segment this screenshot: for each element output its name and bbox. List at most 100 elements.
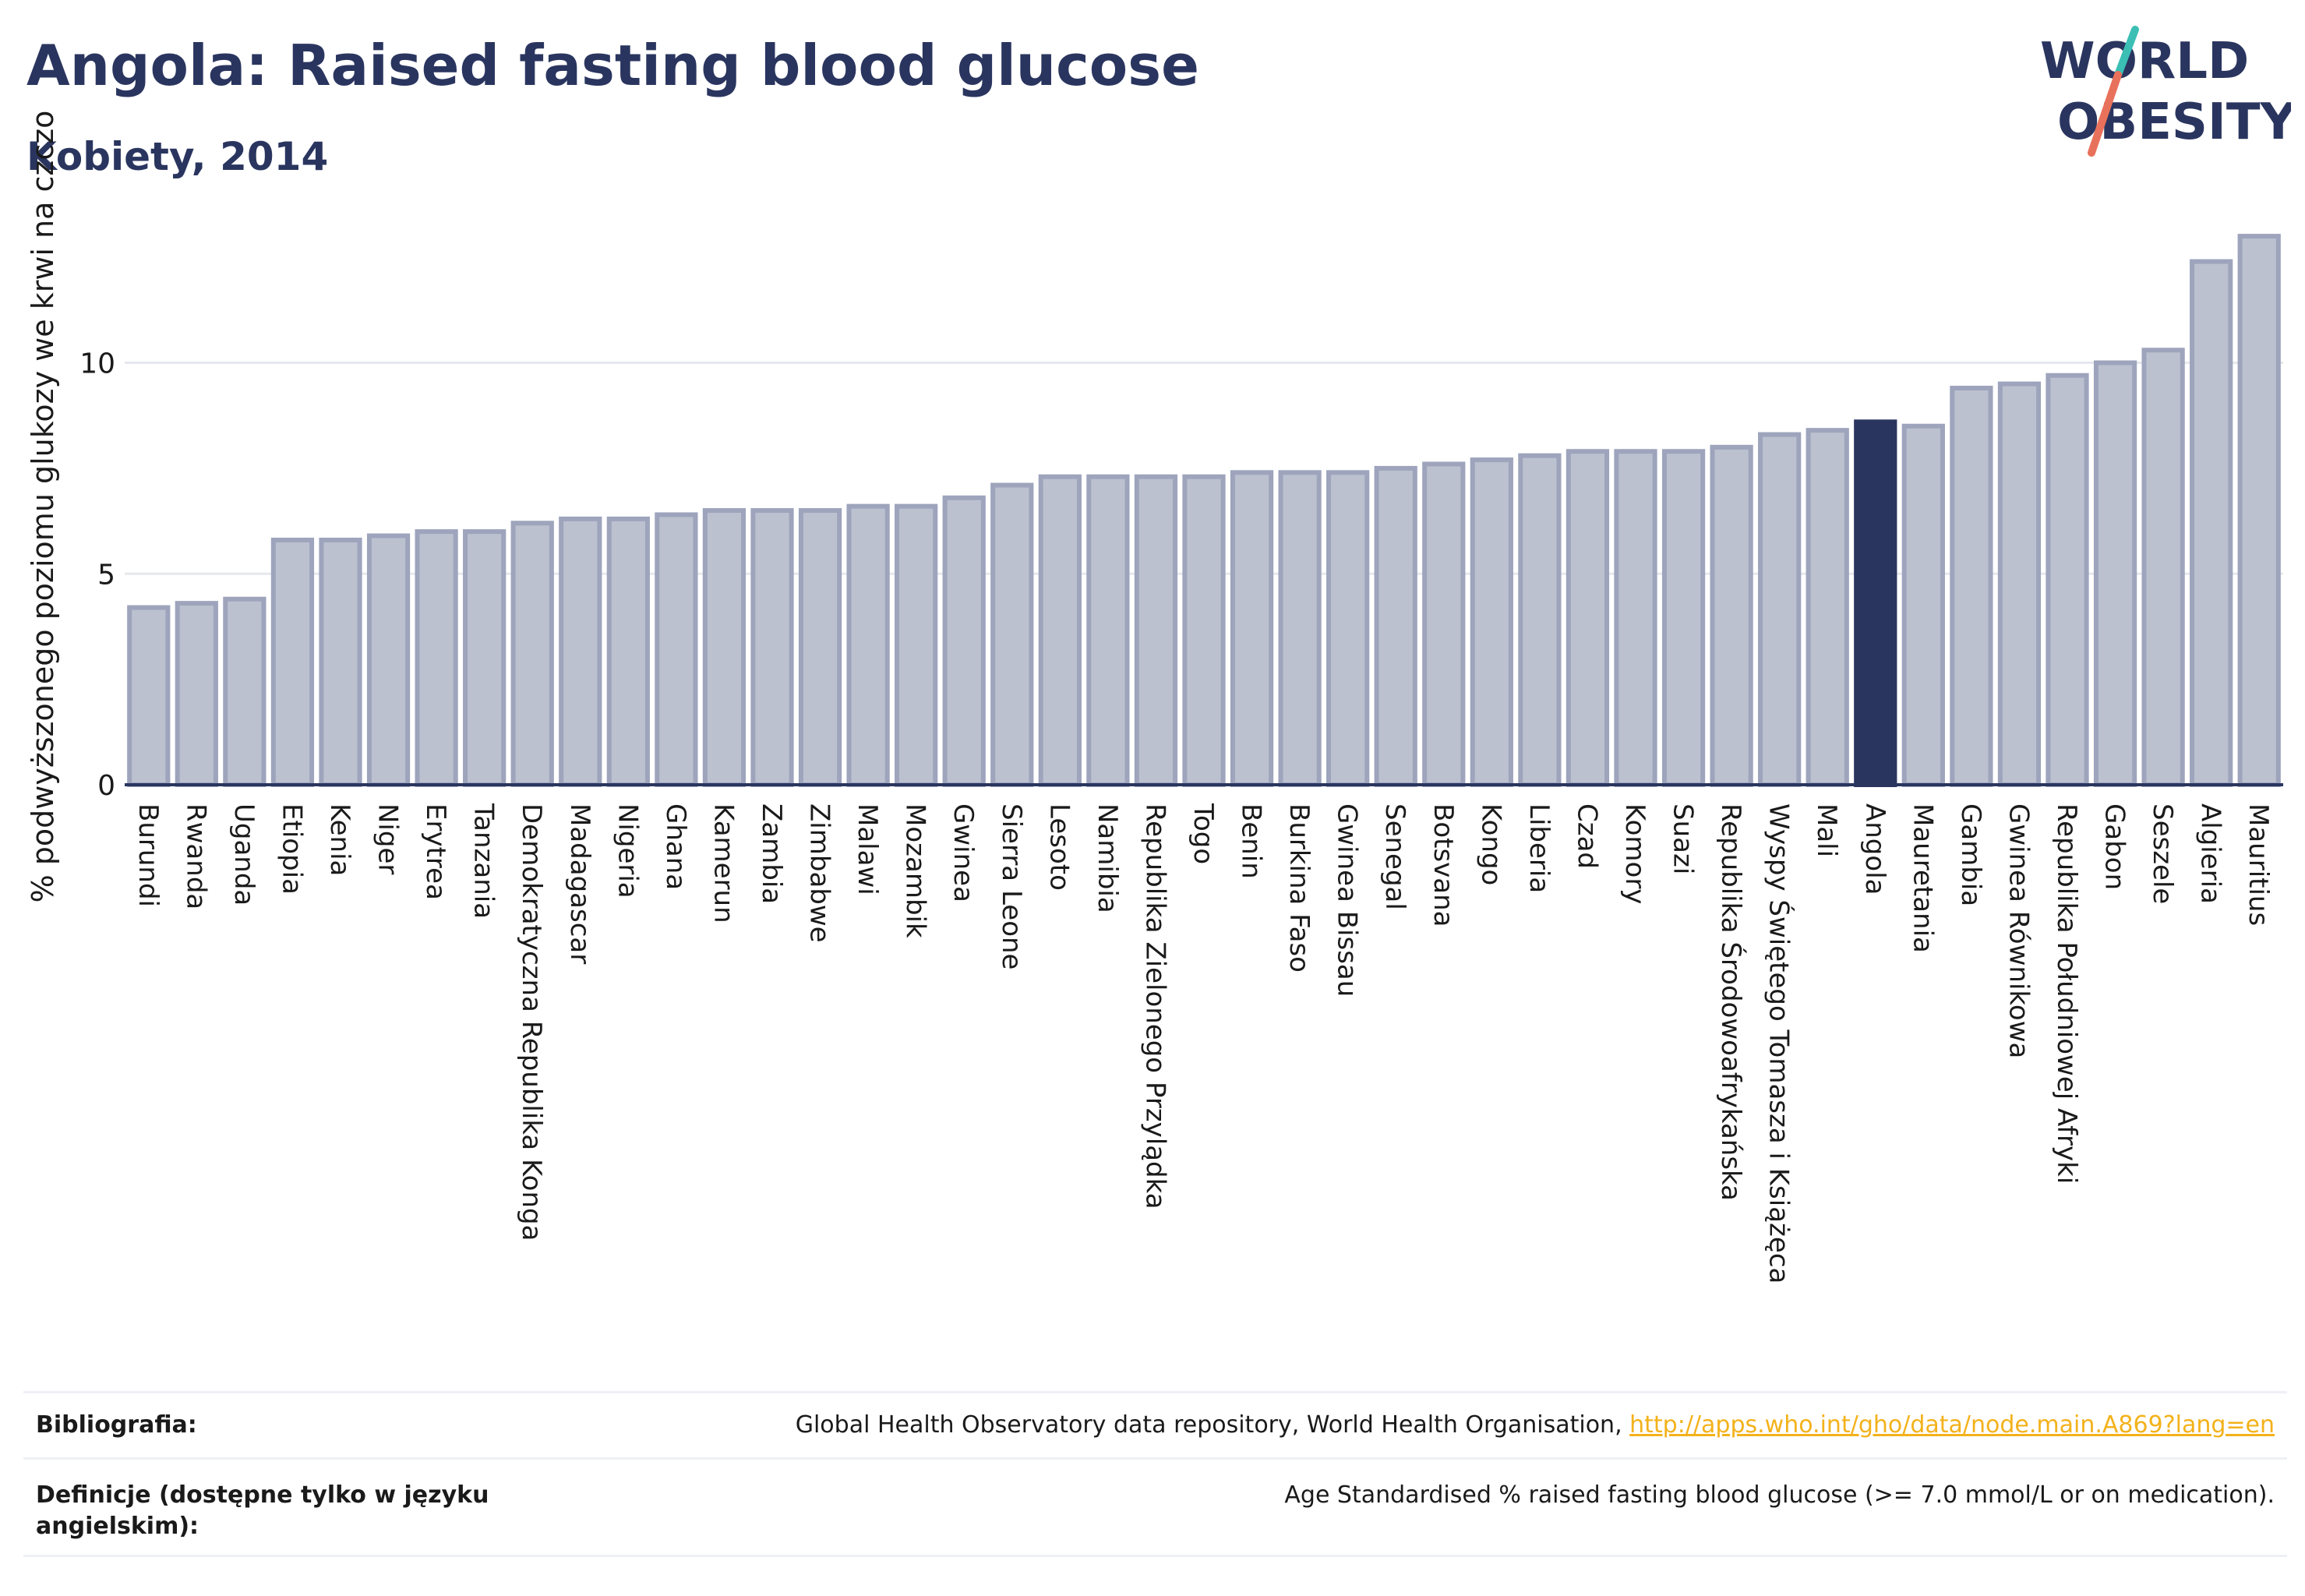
x-tick-label: Liberia [1523, 803, 1555, 893]
y-axis-title: % podwyższonego poziomu glukozy we krwi … [26, 111, 60, 903]
bar[interactable] [2237, 234, 2281, 787]
bar[interactable] [2190, 259, 2233, 787]
bars [127, 234, 2281, 788]
x-tick-label: Benin [1236, 803, 1267, 879]
y-axis-ticks: 0 5 10 [79, 348, 115, 802]
logo-slash-coral [2088, 71, 2122, 157]
bar[interactable] [175, 601, 218, 787]
bar[interactable] [990, 482, 1034, 787]
x-tick-label: Namibia [1092, 803, 1123, 913]
x-tick-label: Togo [1188, 803, 1219, 864]
x-tick-label: Lesoto [1043, 803, 1075, 891]
bar[interactable] [415, 529, 458, 787]
logo-text-world: WORLD [2040, 33, 2249, 90]
bar[interactable] [1470, 457, 1513, 787]
bibliography-label: Bibliografia: [36, 1411, 197, 1439]
definitions-row: Definicje (dostępne tylko w języku angie… [23, 1457, 2287, 1557]
x-tick-label: Tanzania [468, 803, 499, 919]
bar[interactable] [270, 537, 315, 787]
x-tick-label: Gambia [1955, 803, 1986, 906]
bar[interactable] [223, 596, 267, 788]
bar[interactable] [895, 503, 938, 787]
bar[interactable] [1230, 470, 1274, 787]
bar[interactable] [366, 533, 411, 787]
x-tick-label: Kamerun [708, 803, 739, 923]
bar[interactable] [2141, 348, 2185, 788]
bar[interactable] [1614, 449, 1657, 787]
bar[interactable] [1038, 474, 1082, 787]
bar[interactable] [1374, 465, 1417, 788]
bar[interactable] [1901, 423, 1945, 787]
bar[interactable] [1518, 453, 1562, 788]
x-tick-label: Kenia [324, 803, 355, 876]
bar[interactable] [1950, 386, 1993, 787]
bar[interactable] [2046, 373, 2089, 788]
x-tick-label: Gabon [2099, 803, 2130, 890]
chart-subtitle: Kobiety, 2014 [26, 134, 329, 179]
footer-table: Bibliografia: Global Health Observatory … [23, 1391, 2287, 1557]
x-tick-label: Wyspy Świętego Tomasza i Książęca [1763, 803, 1795, 1284]
x-tick-label: Zimbabwe [804, 803, 835, 943]
bibliography-text: Global Health Observatory data repositor… [795, 1411, 1630, 1439]
x-tick-label: Algieria [2195, 803, 2226, 904]
x-tick-label: Burkina Faso [1283, 803, 1315, 973]
bibliography-value: Global Health Observatory data repositor… [796, 1410, 2287, 1441]
bar[interactable] [1134, 474, 1178, 787]
bar[interactable] [559, 516, 602, 787]
x-tick-label: Niger [372, 803, 404, 874]
x-tick-label: Madagascar [564, 803, 595, 964]
bar[interactable] [1854, 419, 1897, 787]
x-tick-label: Mozambik [900, 803, 931, 938]
bar[interactable] [127, 605, 171, 787]
x-tick-label: Senegal [1379, 803, 1410, 910]
bar[interactable] [319, 537, 362, 787]
bar[interactable] [1806, 428, 1849, 788]
x-tick-label: Sierra Leone [996, 803, 1027, 969]
bar[interactable] [1182, 474, 1226, 787]
bar[interactable] [1422, 461, 1466, 787]
x-tick-label: Komory [1619, 803, 1650, 904]
x-tick-label: Czad [1571, 803, 1602, 869]
x-tick-label: Gwinea Bissau [1332, 803, 1363, 997]
bar[interactable] [1997, 381, 2042, 787]
bar[interactable] [510, 521, 554, 787]
x-tick-label: Ghana [660, 803, 691, 890]
y-tick-label: 0 [97, 770, 115, 802]
definitions-value: Age Standardised % raised fasting blood … [1284, 1481, 2275, 1509]
bar[interactable] [2093, 360, 2137, 788]
x-tick-label: Rwanda [180, 803, 211, 909]
bar[interactable] [1086, 474, 1130, 787]
world-obesity-logo: WORLD OBESITY [2040, 26, 2291, 157]
x-tick-label: Kongo [1475, 803, 1506, 885]
x-tick-label: Seszele [2147, 803, 2178, 904]
bar[interactable] [1661, 449, 1706, 787]
bibliography-link[interactable]: http://apps.who.int/gho/data/node.main.A… [1629, 1411, 2275, 1439]
bar[interactable] [1758, 432, 1802, 787]
bar[interactable] [463, 529, 507, 787]
bibliography-row: Bibliografia: Global Health Observatory … [23, 1391, 2287, 1457]
x-tick-label: Mauritius [2243, 803, 2274, 926]
bar[interactable] [1278, 470, 1322, 787]
x-tick-label: Botsvana [1428, 803, 1459, 927]
bar-chart: 0 5 10 Burundi Rwanda Uganda Etiopia Kenia Nige… [26, 111, 2283, 1284]
x-tick-label: Uganda [228, 803, 259, 906]
x-axis-labels: Burundi Rwanda Uganda Etiopia Kenia Niger Eryt… [132, 803, 2274, 1284]
x-tick-label: Suazi [1668, 803, 1699, 874]
y-tick-label: 10 [79, 348, 115, 380]
bar[interactable] [750, 508, 794, 787]
x-tick-label: Nigeria [612, 803, 643, 899]
bar[interactable] [846, 503, 890, 787]
bar[interactable] [702, 508, 747, 787]
x-tick-label: Angola [1859, 803, 1890, 895]
bar[interactable] [655, 512, 698, 787]
bar[interactable] [1326, 470, 1370, 787]
bar[interactable] [1565, 449, 1610, 787]
bar[interactable] [1710, 444, 1753, 787]
x-tick-label: Republika Zielonego Przylądka [1139, 803, 1170, 1209]
logo-slash-teal [2114, 26, 2139, 79]
bar[interactable] [798, 508, 842, 787]
x-tick-label: Etiopia [276, 803, 307, 895]
bar[interactable] [942, 495, 986, 787]
bar[interactable] [606, 516, 650, 787]
x-tick-label: Demokratyczna Republika Konga [516, 803, 547, 1241]
